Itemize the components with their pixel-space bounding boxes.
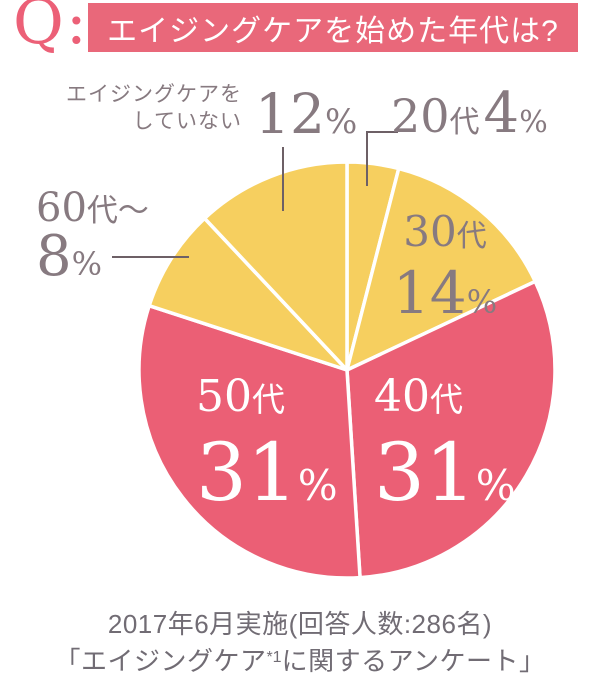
age-20-number: 20 xyxy=(391,89,450,143)
age-50-percent-sign: % xyxy=(297,461,338,510)
footnote-marker: *1 xyxy=(266,649,282,666)
question-title-box: エイジングケアを始めた年代は? xyxy=(88,3,578,52)
pie-chart-container xyxy=(136,159,558,581)
age-30-percent-sign: % xyxy=(466,283,498,321)
age-40-percent-sign: % xyxy=(475,461,516,510)
callout-not-caring-line2: していない xyxy=(132,109,242,133)
age-30-percent-number: 14 xyxy=(392,259,467,327)
age-30-kanji: 代 xyxy=(456,219,487,254)
age-20-kanji: 代 xyxy=(449,105,480,140)
not-caring-percent-sign: % xyxy=(325,102,358,142)
pie-slice-none xyxy=(202,160,349,372)
age-60-percent-sign: % xyxy=(71,245,103,283)
callout-not-caring-label: エイジングケアを していない xyxy=(60,81,242,135)
question-title: エイジングケアを始めた年代は? xyxy=(107,14,559,48)
pie-slice-50s xyxy=(137,303,362,580)
survey-source-note: 2017年6月実施(回答人数:286名) 「エイジングケア*1に関するアンケート… xyxy=(0,608,600,678)
age-50-kanji: 代 xyxy=(252,380,285,419)
callout-60s-label: 60 代〜 xyxy=(36,188,149,228)
survey-date-line: 2017年6月実施(回答人数:286名) xyxy=(107,609,493,639)
age-60-number: 60 xyxy=(36,185,87,231)
slice-label-50s: 50 代 31 % xyxy=(196,371,338,519)
question-mark-label: Q: xyxy=(13,0,89,58)
callout-not-caring-value: 12 % xyxy=(255,87,357,142)
callout-60s-value: 8 % xyxy=(36,229,102,285)
age-40-number: 40 xyxy=(374,371,430,422)
leader-line-20s-horizontal xyxy=(366,131,398,133)
callout-not-caring-line1: エイジングケアを xyxy=(66,82,242,106)
slice-label-40s: 40 代 31 % xyxy=(374,371,516,519)
age-60-percent-number: 8 xyxy=(36,224,72,289)
pie-slice-40s xyxy=(345,279,557,580)
leader-line-not-caring xyxy=(282,147,284,211)
age-40-kanji: 代 xyxy=(430,380,463,419)
age-20-percent-number: 4 xyxy=(483,81,520,146)
age-60-kanji: 代〜 xyxy=(86,193,149,229)
pie-chart xyxy=(137,160,557,580)
callout-20s: 20 代 4 % xyxy=(391,86,548,142)
leader-line-20s-vertical xyxy=(366,131,368,186)
age-50-number: 50 xyxy=(196,371,252,422)
leader-line-60s xyxy=(112,256,189,258)
age-40-percent-number: 31 xyxy=(374,426,476,519)
age-30-number: 30 xyxy=(403,207,457,256)
pie-slice-30s xyxy=(345,166,537,372)
not-caring-percent-number: 12 xyxy=(255,82,325,146)
age-50-percent-number: 31 xyxy=(196,426,298,519)
pie-slice-60s xyxy=(147,216,349,372)
age-20-percent-sign: % xyxy=(519,105,548,140)
survey-name-line: 「エイジングケア*1に関するアンケート」 xyxy=(54,646,546,676)
slice-label-30s: 30 代 14 % xyxy=(393,207,497,327)
